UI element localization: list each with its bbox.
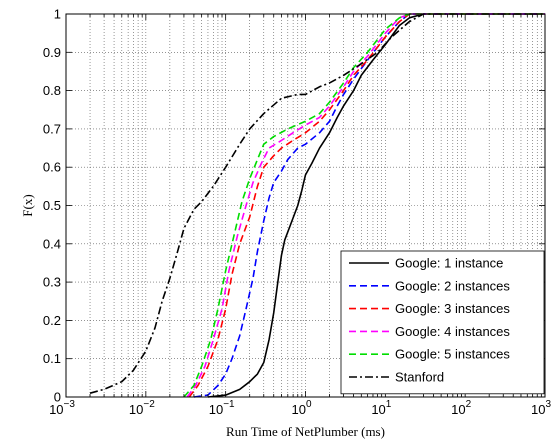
x-tick-label: 101 xyxy=(371,399,391,417)
series-line-6 xyxy=(89,13,545,394)
y-tick-label: 0.2 xyxy=(43,313,61,328)
grid xyxy=(66,14,545,397)
x-tick-label-exponent: 1 xyxy=(386,399,392,410)
x-tick-label-base: 10 xyxy=(49,402,63,417)
x-tick-label-base: 10 xyxy=(371,402,385,417)
y-tick-label: 0.3 xyxy=(43,275,61,290)
legend-label: Google: 1 instance xyxy=(395,256,503,271)
axis-tick-labels: 10−3 10−2 10−1 100 101 102 10300.10.20.30.40.5… xyxy=(43,7,552,418)
y-tick-label: 1 xyxy=(54,7,61,22)
legend-label: Google: 4 instances xyxy=(395,324,510,339)
y-tick-label: 0.7 xyxy=(43,121,61,136)
x-tick-label: 10−2 xyxy=(129,399,155,417)
series-line-1 xyxy=(207,13,545,398)
x-tick-label-exponent: −2 xyxy=(143,399,155,410)
x-tick-label-base: 10 xyxy=(531,402,545,417)
y-axis-title: F(x) xyxy=(20,194,35,216)
legend: Google: 1 instance Google: 2 instances Goo… xyxy=(340,250,545,395)
series-line-4 xyxy=(186,13,545,398)
series-line-5 xyxy=(183,13,545,398)
legend-label: Stanford xyxy=(395,370,444,385)
x-tick-label-base: 10 xyxy=(129,402,143,417)
y-tick-label: 0.1 xyxy=(43,351,61,366)
x-tick-label: 10−1 xyxy=(209,399,235,417)
x-tick-label-base: 10 xyxy=(451,402,465,417)
legend-label: Google: 3 instances xyxy=(395,301,510,316)
y-tick-label: 0 xyxy=(54,390,61,405)
y-tick-label: 0.5 xyxy=(43,198,61,213)
series-line-3 xyxy=(188,13,545,398)
x-tick-label-exponent: −1 xyxy=(223,399,235,410)
x-tick-label-exponent: 2 xyxy=(466,399,472,410)
x-tick-label-base: 10 xyxy=(209,402,223,417)
series-lines xyxy=(89,13,545,398)
legend-label: Google: 2 instances xyxy=(395,278,510,293)
y-tick-label: 0.8 xyxy=(43,83,61,98)
x-tick-label-exponent: 0 xyxy=(306,399,312,410)
y-tick-label: 0.9 xyxy=(43,45,61,60)
y-tick-label: 0.6 xyxy=(43,160,61,175)
x-tick-label: 100 xyxy=(291,399,311,417)
x-tick-label-exponent: 3 xyxy=(545,399,551,410)
legend-box xyxy=(340,250,545,395)
x-tick-label: 10−3 xyxy=(49,399,75,417)
x-tick-label: 103 xyxy=(531,399,551,417)
legend-label: Google: 5 instances xyxy=(395,347,510,362)
x-tick-label-exponent: −3 xyxy=(64,399,76,410)
x-axis-title: Run Time of NetPlumber (ms) xyxy=(226,424,385,439)
y-tick-label: 0.4 xyxy=(43,236,61,251)
x-tick-label: 102 xyxy=(451,399,471,417)
x-tick-label-base: 10 xyxy=(291,402,305,417)
